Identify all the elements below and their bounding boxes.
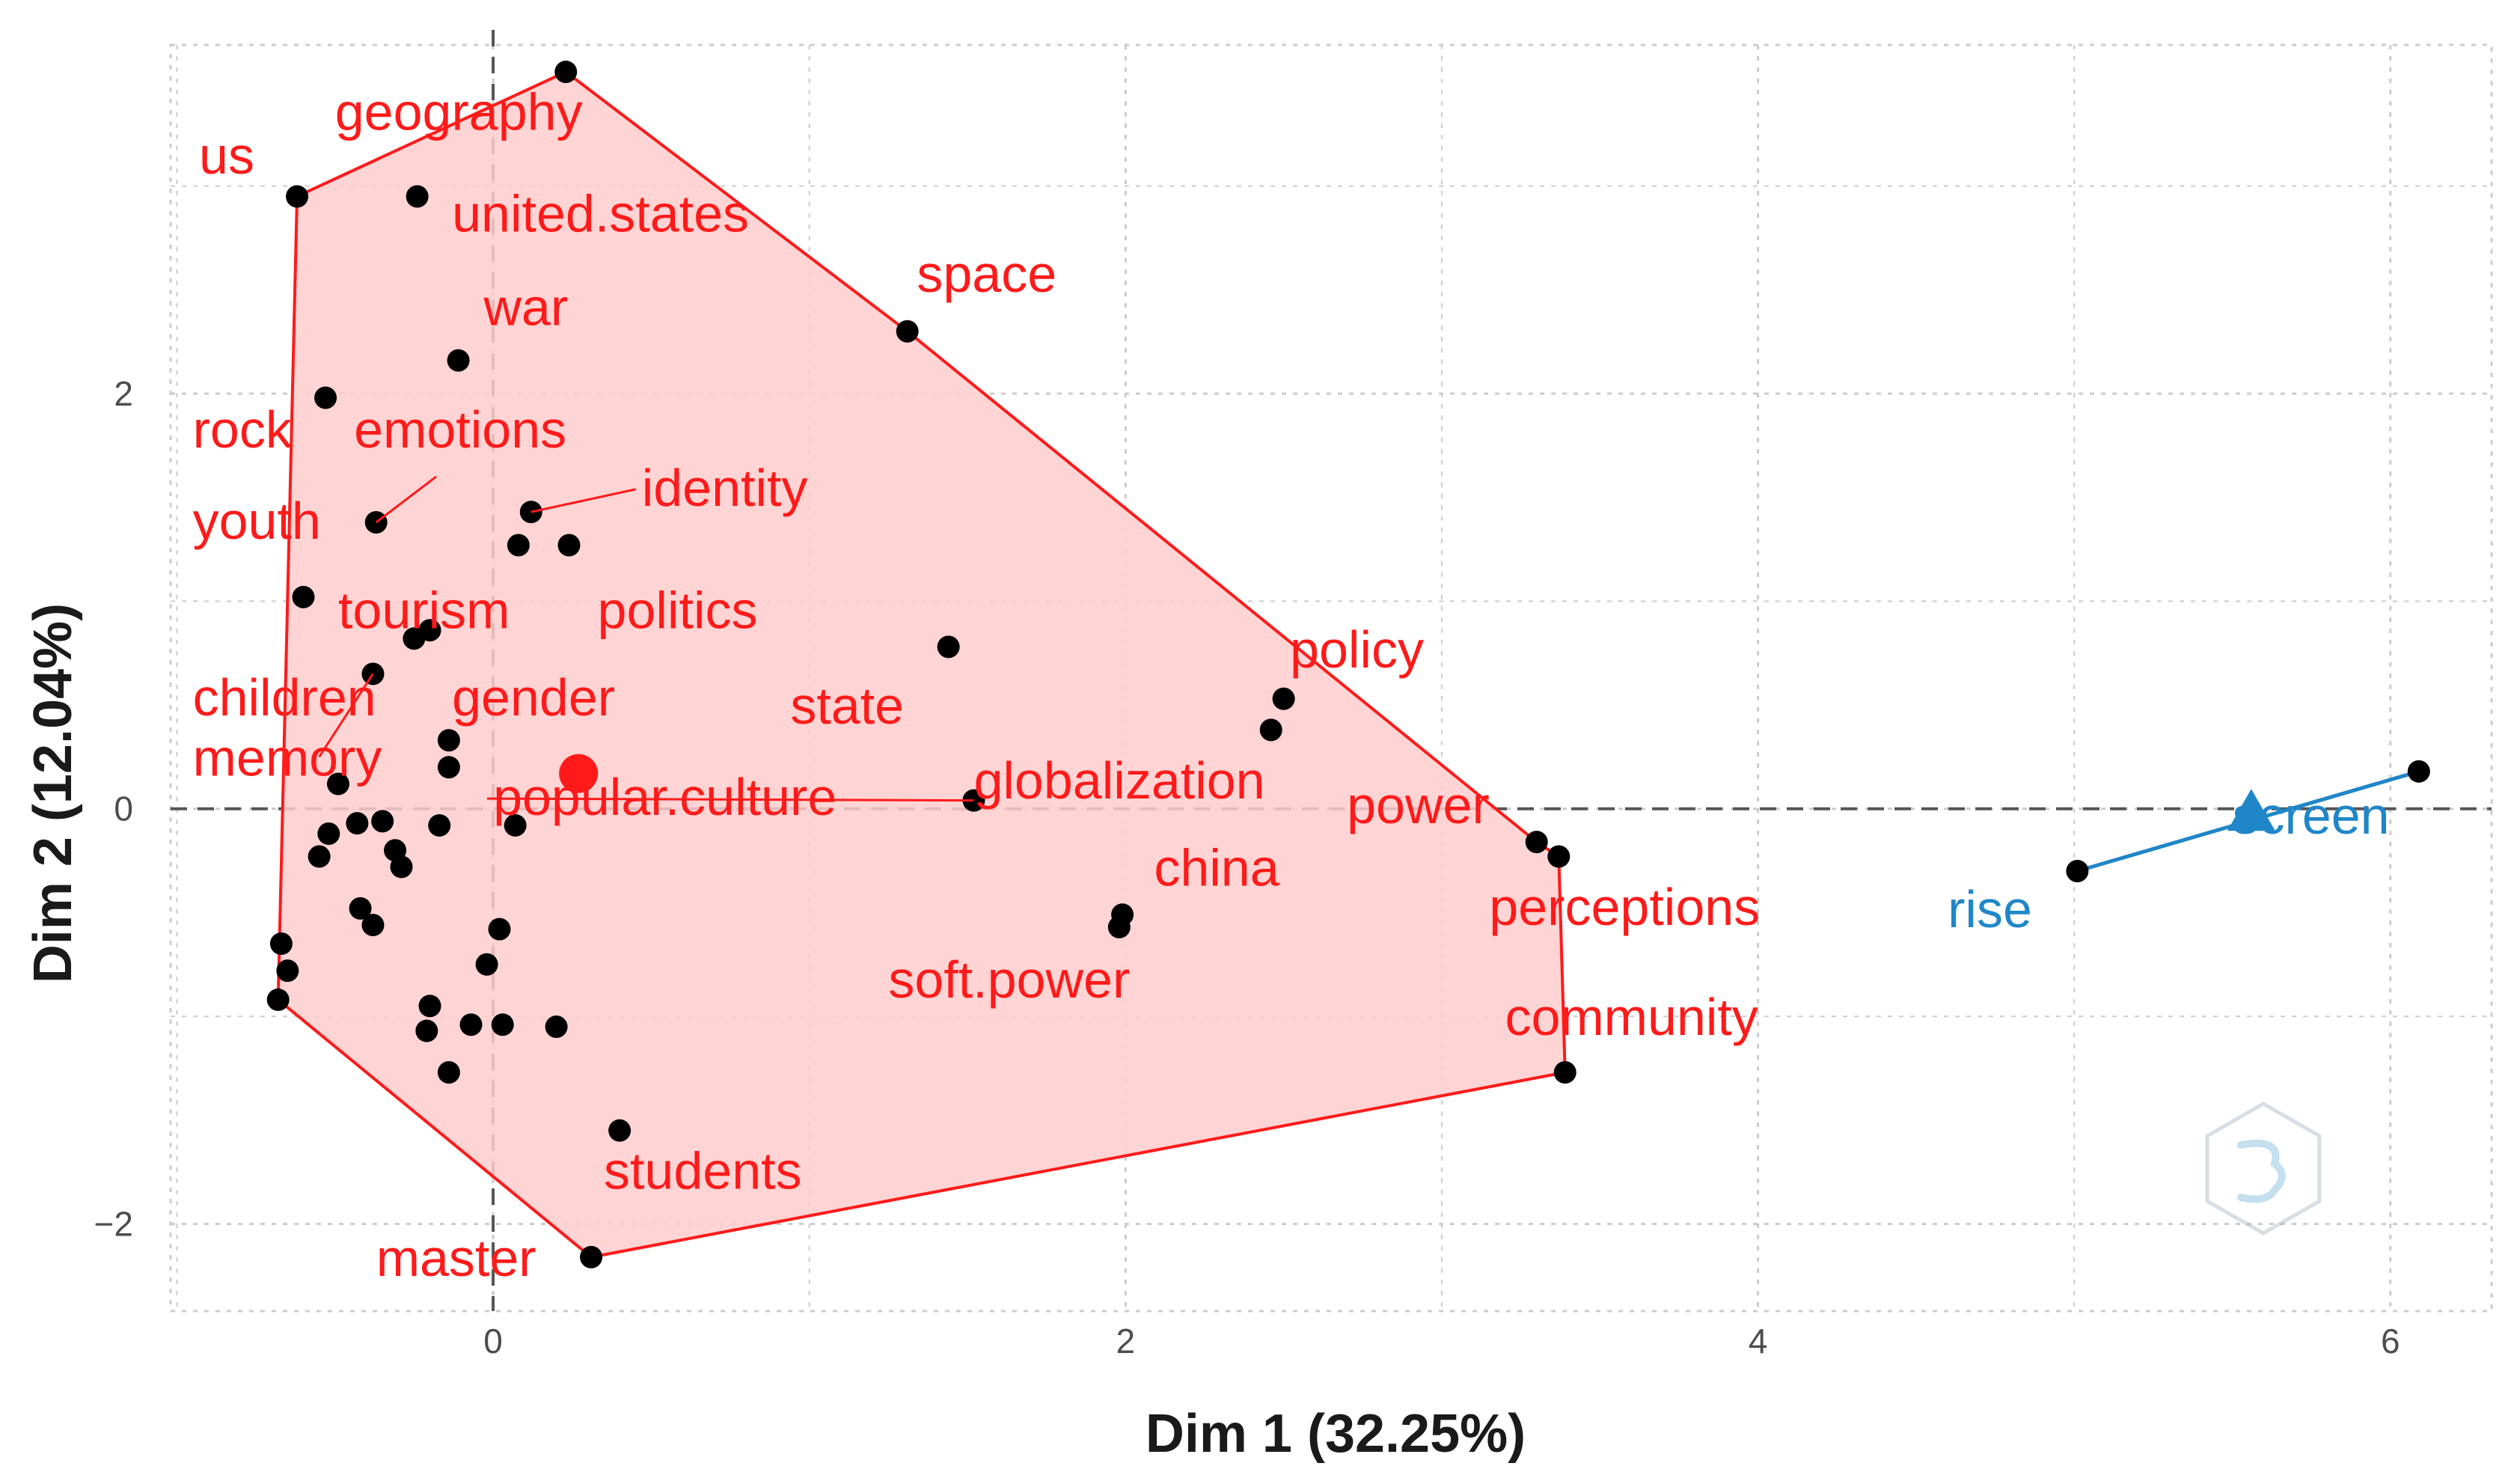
label-leader-line (530, 488, 637, 513)
cluster-center (2227, 789, 2275, 831)
data-point (447, 349, 470, 372)
data-point (1553, 1061, 1576, 1084)
data-point (491, 1013, 514, 1036)
point-label: united.states (452, 185, 749, 243)
point-label: state (790, 677, 904, 735)
label-leader-line (318, 673, 374, 758)
data-point (418, 619, 441, 642)
data-point (937, 635, 960, 659)
data-point (2066, 859, 2089, 882)
data-point (1547, 845, 1571, 868)
point-label: space (917, 245, 1056, 303)
data-point (317, 822, 340, 846)
point-label: identity (642, 459, 808, 517)
data-point (437, 1061, 460, 1084)
point-label: china (1154, 838, 1279, 897)
point-label: emotions (354, 400, 566, 459)
point-label: rise (1948, 880, 2032, 938)
point-label: policy (1290, 620, 1424, 679)
data-point (428, 813, 451, 837)
cluster-center (559, 754, 599, 793)
data-point (545, 1015, 568, 1038)
x-tick-label: 6 (2381, 1322, 2400, 1361)
point-label: popular.culture (493, 768, 837, 826)
data-point (1525, 831, 1548, 854)
point-label: youth (193, 492, 321, 550)
data-point (557, 534, 581, 557)
data-point (418, 995, 441, 1018)
data-point (896, 320, 919, 343)
point-label: tourism (338, 581, 510, 639)
point-label: geography (335, 83, 583, 141)
data-point (2407, 760, 2430, 783)
data-point (504, 813, 527, 837)
data-point (349, 897, 372, 920)
data-point (269, 932, 293, 956)
data-point (437, 729, 460, 752)
y-tick-label: −2 (94, 1205, 133, 1244)
x-axis-title: Dim 1 (32.25%) (1146, 1404, 1526, 1464)
data-point (580, 1245, 603, 1268)
label-leader-line (487, 797, 974, 802)
point-label: politics (598, 581, 758, 639)
point-label: screen (2232, 787, 2389, 845)
data-point (437, 756, 460, 779)
point-label: students (604, 1141, 802, 1200)
data-point (326, 772, 349, 795)
data-point (459, 1013, 483, 1036)
watermark-logo (2205, 1102, 2322, 1236)
data-point (406, 185, 429, 208)
data-point (390, 855, 413, 879)
y-tick-label: 2 (114, 374, 133, 413)
data-point (608, 1119, 631, 1142)
point-label: master (376, 1229, 536, 1287)
x-tick-label: 2 (1116, 1322, 1136, 1361)
point-label: war (483, 278, 568, 336)
data-point (276, 959, 299, 983)
point-label: globalization (973, 751, 1264, 810)
point-labels: us geography united.states war space rock emot… (193, 83, 2390, 1287)
plot-border (169, 43, 2493, 1313)
x-tick-label: 0 (483, 1322, 503, 1361)
data-point (308, 845, 331, 868)
data-point (292, 585, 315, 608)
data-point (475, 953, 498, 976)
data-point (346, 812, 369, 835)
data-point (507, 534, 530, 557)
x-axis-ticks: 0 2 4 6 (483, 1322, 2400, 1361)
point-label: soft.power (888, 950, 1130, 1009)
data-points (266, 61, 2430, 1268)
data-point (266, 988, 290, 1011)
data-point (415, 1019, 438, 1042)
point-label: us (199, 126, 254, 185)
point-label: memory (193, 728, 382, 787)
point-label: perceptions (1489, 878, 1760, 936)
y-tick-label: 0 (114, 790, 133, 828)
data-point (361, 914, 385, 937)
data-point (371, 810, 394, 833)
data-point (488, 917, 511, 941)
data-point (314, 386, 337, 409)
data-point (286, 185, 309, 208)
point-label: power (1347, 776, 1490, 834)
data-point (1272, 687, 1295, 710)
point-label: children (193, 668, 376, 727)
data-point (1107, 915, 1131, 938)
label-leader-line (375, 475, 437, 524)
x-tick-label: 4 (1749, 1322, 1768, 1361)
y-axis-title: Dim 2 (12.04%) (23, 603, 83, 983)
data-point (1259, 718, 1282, 742)
data-point (554, 61, 578, 84)
y-axis-ticks: −2 0 2 (94, 374, 133, 1244)
point-label: gender (452, 668, 615, 727)
point-label: community (1505, 988, 1758, 1046)
point-label: rock (193, 400, 293, 459)
